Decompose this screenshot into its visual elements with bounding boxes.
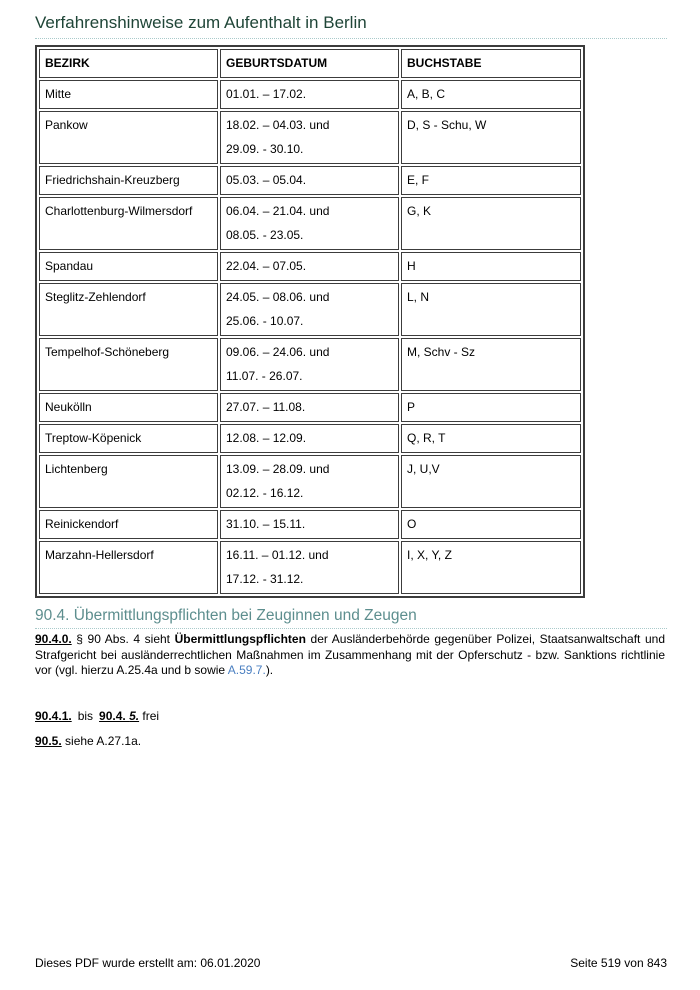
table-row: Neukölln 27.07. – 11.08. P — [39, 393, 581, 422]
siehe-line: 90.5. siehe A.27.1a. — [35, 734, 667, 749]
buchstabe-cell: L, N — [401, 283, 581, 336]
table-row: Reinickendorf 31.10. – 15.11. O — [39, 510, 581, 539]
geburtsdatum-line: 02.12. - 16.12. — [226, 486, 304, 500]
geburtsdatum-cell: 01.01. – 17.02. — [220, 80, 399, 109]
geburtsdatum-line: 11.07. - 26.07. — [226, 369, 303, 383]
geburtsdatum-line: 16.11. – 01.12. und — [226, 548, 329, 562]
buchstabe-cell: M, Schv - Sz — [401, 338, 581, 391]
column-header-geburtsdatum: GEBURTSDATUM — [220, 49, 399, 78]
bezirk-cell: Mitte — [39, 80, 218, 109]
geburtsdatum-cell: 22.04. – 07.05. — [220, 252, 399, 281]
geburtsdatum-cell: 24.05. – 08.06. und 25.06. - 10.07. — [220, 283, 399, 336]
geburtsdatum-line: 05.03. – 05.04. — [226, 173, 307, 187]
table-row: Spandau 22.04. – 07.05. H — [39, 252, 581, 281]
table-row: Charlottenburg-Wilmersdorf 06.04. – 21.04… — [39, 197, 581, 250]
buchstabe-cell: O — [401, 510, 581, 539]
bezirk-cell: Steglitz-Zehlendorf — [39, 283, 218, 336]
geburtsdatum-cell: 12.08. – 12.09. — [220, 424, 399, 453]
geburtsdatum-line: 09.06. – 24.06. und — [226, 345, 330, 359]
frei-ref-1: 90.4.1. — [35, 708, 72, 723]
geburtsdatum-cell: 13.09. – 28.09. und 02.12. - 16.12. — [220, 455, 399, 508]
table-row: Friedrichshain-Kreuzberg 05.03. – 05.04. E… — [39, 166, 581, 195]
bezirk-table: BEZIRK GEBURTSDATUM BUCHSTABE Mitte 01.01… — [35, 45, 585, 598]
footer-page-number: Seite 519 von 843 — [570, 956, 667, 970]
geburtsdatum-line: 01.01. – 17.02. — [226, 87, 307, 101]
siehe-tail-text: siehe A.27.1a. — [61, 733, 142, 748]
table-row: Treptow-Köpenick 12.08. – 12.09. Q, R, T — [39, 424, 581, 453]
bezirk-cell: Friedrichshain-Kreuzberg — [39, 166, 218, 195]
bezirk-cell: Lichtenberg — [39, 455, 218, 508]
page-footer: Dieses PDF wurde erstellt am: 06.01.2020… — [35, 956, 667, 970]
buchstabe-cell: I, X, Y, Z — [401, 541, 581, 594]
buchstabe-cell: G, K — [401, 197, 581, 250]
geburtsdatum-line: 13.09. – 28.09. und — [226, 462, 330, 476]
geburtsdatum-line: 25.06. - 10.07. — [226, 314, 304, 328]
geburtsdatum-line: 31.10. – 15.11. — [226, 517, 306, 531]
frei-ref-2: 90.4. 5. — [99, 709, 139, 723]
paragraph-text-3: ). — [265, 663, 274, 677]
geburtsdatum-line: 18.02. – 04.03. und — [226, 118, 330, 132]
geburtsdatum-cell: 06.04. – 21.04. und 08.05. - 23.05. — [220, 197, 399, 250]
column-header-bezirk: BEZIRK — [39, 49, 218, 78]
geburtsdatum-line: 06.04. – 21.04. und — [226, 204, 330, 218]
frei-line: 90.4.1. bis 90.4. 5. frei — [35, 709, 667, 724]
bezirk-cell: Reinickendorf — [39, 510, 218, 539]
geburtsdatum-line: 27.07. – 11.08. — [226, 400, 306, 414]
frei-ref-2b: 5. — [129, 708, 140, 723]
geburtsdatum-line: 24.05. – 08.06. und — [226, 290, 330, 304]
buchstabe-cell: Q, R, T — [401, 424, 581, 453]
geburtsdatum-cell: 05.03. – 05.04. — [220, 166, 399, 195]
table-row: Pankow 18.02. – 04.03. und 29.09. - 30.10.… — [39, 111, 581, 164]
geburtsdatum-cell: 18.02. – 04.03. und 29.09. - 30.10. — [220, 111, 399, 164]
buchstabe-cell: D, S - Schu, W — [401, 111, 581, 164]
cross-reference-link[interactable]: A.59.7. — [227, 663, 266, 677]
footer-created-date: Dieses PDF wurde erstellt am: 06.01.2020 — [35, 956, 261, 970]
bezirk-cell: Pankow — [39, 111, 218, 164]
bezirk-cell: Marzahn-Hellersdorf — [39, 541, 218, 594]
geburtsdatum-cell: 09.06. – 24.06. und 11.07. - 26.07. — [220, 338, 399, 391]
geburtsdatum-cell: 31.10. – 15.11. — [220, 510, 399, 539]
buchstabe-cell: P — [401, 393, 581, 422]
geburtsdatum-line: 08.05. - 23.05. — [226, 228, 304, 242]
bezirk-cell: Charlottenburg-Wilmersdorf — [39, 197, 218, 250]
geburtsdatum-line: 17.12. - 31.12. — [226, 572, 304, 586]
bezirk-cell: Treptow-Köpenick — [39, 424, 218, 453]
paragraph-90-4-0: 90.4.0. § 90 Abs. 4 sieht Übermittlungsp… — [35, 632, 665, 679]
frei-tail-text: frei — [139, 708, 160, 723]
geburtsdatum-line: 22.04. – 07.05. — [226, 259, 307, 273]
paragraph-text-1: § 90 Abs. 4 sieht — [71, 632, 175, 646]
paragraph-bold-term: Übermittlungspflichten — [174, 632, 306, 646]
frei-mid-text: bis — [77, 708, 94, 723]
table-body: Mitte 01.01. – 17.02. A, B, C Pankow 18.02. … — [39, 80, 581, 594]
column-header-buchstabe: BUCHSTABE — [401, 49, 581, 78]
page-title: Verfahrenshinweise zum Aufenthalt in Ber… — [35, 13, 667, 39]
table-row: Lichtenberg 13.09. – 28.09. und 02.12. - 1… — [39, 455, 581, 508]
table-row: Steglitz-Zehlendorf 24.05. – 08.06. und 25… — [39, 283, 581, 336]
siehe-ref: 90.5. — [35, 733, 62, 748]
buchstabe-cell: E, F — [401, 166, 581, 195]
table-row: Mitte 01.01. – 17.02. A, B, C — [39, 80, 581, 109]
bezirk-cell: Neukölln — [39, 393, 218, 422]
paragraph-text-2: der Ausländerbehörde gegenüber Polizei, … — [35, 632, 665, 677]
section-heading: 90.4. Übermittlungspflichten bei Zeuginn… — [35, 607, 667, 629]
frei-ref-2a: 90.4. — [99, 708, 130, 723]
bezirk-cell: Tempelhof-Schöneberg — [39, 338, 218, 391]
buchstabe-cell: A, B, C — [401, 80, 581, 109]
geburtsdatum-cell: 27.07. – 11.08. — [220, 393, 399, 422]
geburtsdatum-line: 12.08. – 12.09. — [226, 431, 307, 445]
table-row: Tempelhof-Schöneberg 09.06. – 24.06. und 1… — [39, 338, 581, 391]
bezirk-cell: Spandau — [39, 252, 218, 281]
table-row: Marzahn-Hellersdorf 16.11. – 01.12. und 17… — [39, 541, 581, 594]
table-header-row: BEZIRK GEBURTSDATUM BUCHSTABE — [39, 49, 581, 78]
paragraph-ref: 90.4.0. — [35, 632, 72, 646]
geburtsdatum-cell: 16.11. – 01.12. und 17.12. - 31.12. — [220, 541, 399, 594]
buchstabe-cell: H — [401, 252, 581, 281]
buchstabe-cell: J, U,V — [401, 455, 581, 508]
geburtsdatum-line: 29.09. - 30.10. — [226, 142, 304, 156]
